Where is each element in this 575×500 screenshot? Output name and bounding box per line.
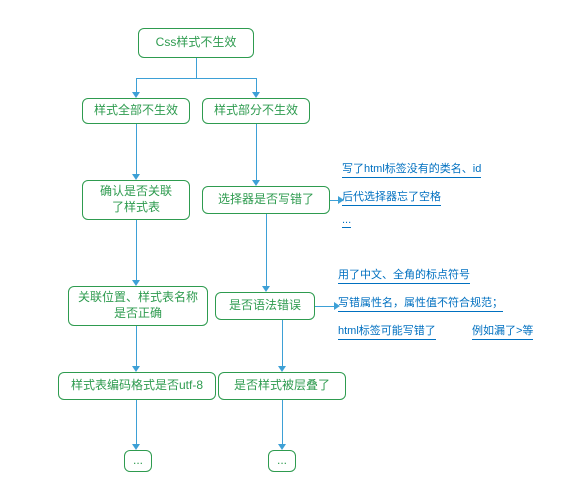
node-root: Css样式不生效: [138, 28, 254, 58]
arrow-12: [338, 196, 344, 204]
edge-5: [136, 220, 137, 282]
node-link: 确认是否关联了样式表: [82, 180, 190, 220]
node-etc2: ...: [268, 450, 296, 472]
node-all: 样式全部不生效: [82, 98, 190, 124]
edge-13: [315, 306, 336, 307]
edge-11: [282, 400, 283, 446]
arrow-6: [132, 366, 140, 372]
arrow-10: [278, 366, 286, 372]
annotation-a4: 用了中文、全角的标点符号: [338, 266, 470, 284]
arrow-7: [132, 444, 140, 450]
edge-8: [256, 124, 257, 182]
annotation-a7: 例如漏了>等: [472, 322, 533, 340]
node-sel: 选择器是否写错了: [202, 186, 330, 214]
arrow-11: [278, 444, 286, 450]
node-etc1: ...: [124, 450, 152, 472]
edge-4: [136, 124, 137, 176]
edge-6: [136, 326, 137, 368]
edge-9: [266, 214, 267, 288]
arrow-3: [252, 92, 260, 98]
edge-1: [136, 78, 256, 79]
arrow-5: [132, 280, 140, 286]
edge-10: [282, 320, 283, 368]
node-syn: 是否语法错误: [215, 292, 315, 320]
annotation-a5: 写错属性名，属性值不符合规范；: [338, 294, 503, 312]
arrow-8: [252, 180, 260, 186]
annotation-a2: 后代选择器忘了空格: [342, 188, 441, 206]
edge-7: [136, 400, 137, 446]
node-part: 样式部分不生效: [202, 98, 310, 124]
annotation-a1: 写了html标签没有的类名、id: [342, 160, 481, 178]
node-casc: 是否样式被层叠了: [218, 372, 346, 400]
arrow-4: [132, 174, 140, 180]
arrow-13: [334, 302, 340, 310]
arrow-9: [262, 286, 270, 292]
node-utf: 样式表编码格式是否utf-8: [58, 372, 216, 400]
node-pos: 关联位置、样式表名称是否正确: [68, 286, 208, 326]
annotation-a3: ...: [342, 214, 351, 228]
edge-0: [196, 58, 197, 78]
annotation-a6: html标签可能写错了: [338, 322, 436, 340]
arrow-2: [132, 92, 140, 98]
